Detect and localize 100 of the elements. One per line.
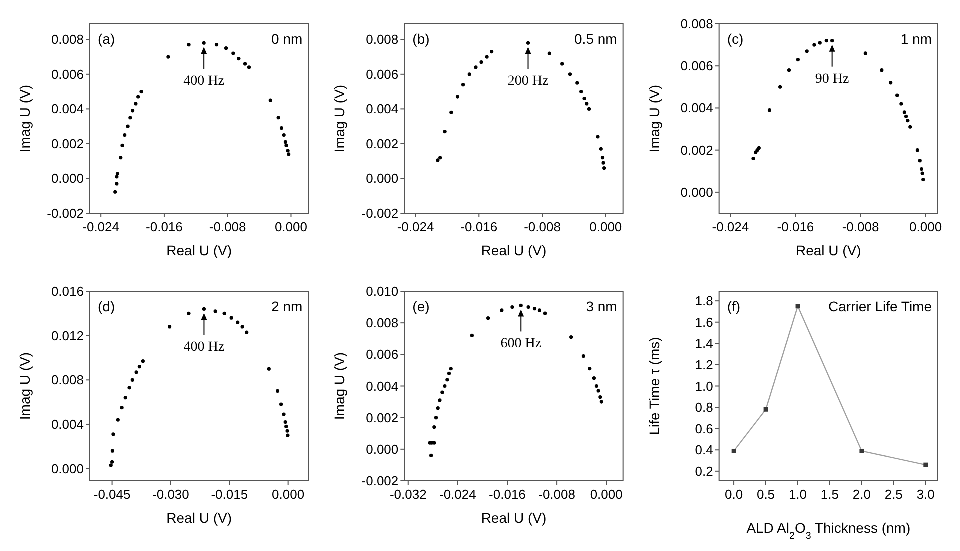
point bbox=[889, 81, 893, 85]
x-axis-title: Real U (V) bbox=[481, 242, 547, 258]
point bbox=[115, 175, 119, 179]
point bbox=[602, 161, 606, 165]
annotation: (b) bbox=[412, 31, 430, 47]
point bbox=[115, 182, 119, 186]
x-tick-label: -0.030 bbox=[152, 487, 190, 502]
point bbox=[824, 39, 828, 43]
x-axis-title: ALD Al$_{2}$O$_{3}$ Thickness (nm) bbox=[746, 520, 911, 542]
annotation: 400 Hz bbox=[184, 340, 225, 356]
point bbox=[600, 156, 605, 160]
point bbox=[432, 441, 436, 445]
point bbox=[470, 334, 474, 338]
x-tick-label: 0.5 bbox=[756, 487, 776, 502]
y-tick-label: 0.008 bbox=[366, 316, 399, 331]
x-axis-title: Real U (V) bbox=[796, 242, 862, 258]
point bbox=[480, 60, 484, 64]
y-tick-label: 0.002 bbox=[366, 136, 399, 152]
annotation: 0 nm bbox=[272, 31, 303, 47]
point bbox=[214, 310, 218, 314]
point bbox=[202, 307, 206, 312]
point bbox=[232, 52, 236, 56]
point bbox=[548, 52, 552, 56]
x-tick-label: -0.024 bbox=[82, 220, 120, 234]
y-tick-label: 0.004 bbox=[366, 102, 399, 117]
point bbox=[588, 367, 592, 371]
point bbox=[587, 107, 592, 111]
x-tick-label: 1.5 bbox=[820, 487, 839, 502]
x-tick-label: 0.0 bbox=[725, 487, 744, 502]
point bbox=[141, 360, 145, 364]
y-tick-label: 0.006 bbox=[366, 66, 399, 82]
annotation: (c) bbox=[727, 31, 744, 47]
point bbox=[116, 172, 120, 176]
point bbox=[140, 90, 144, 94]
point bbox=[461, 83, 466, 87]
y-tick-label: 1.6 bbox=[695, 314, 714, 330]
point bbox=[920, 172, 924, 176]
y-axis-title: Imag U (V) bbox=[646, 84, 662, 153]
point bbox=[752, 156, 756, 161]
x-tick-label: -0.008 bbox=[524, 220, 561, 234]
point bbox=[436, 158, 440, 162]
point bbox=[438, 398, 442, 402]
point bbox=[202, 41, 206, 45]
y-tick-label: 0.000 bbox=[51, 171, 84, 186]
point bbox=[538, 308, 542, 312]
annotation: 200 Hz bbox=[508, 74, 549, 90]
y-tick-label: 0.004 bbox=[366, 378, 399, 394]
annotation: 1 nm bbox=[900, 31, 932, 47]
x-tick-label: -0.024 bbox=[440, 487, 476, 502]
point bbox=[532, 307, 537, 311]
y-tick-label: 0.8 bbox=[695, 400, 714, 416]
point bbox=[596, 135, 600, 139]
point bbox=[230, 316, 234, 320]
point bbox=[284, 140, 288, 144]
point bbox=[130, 109, 135, 113]
point bbox=[594, 384, 598, 388]
point bbox=[600, 400, 604, 404]
point bbox=[268, 98, 272, 102]
y-tick-label: 1.8 bbox=[695, 294, 714, 309]
x-tick-label: -0.024 bbox=[712, 220, 750, 234]
point bbox=[136, 95, 140, 99]
x-tick-label: 0.000 bbox=[910, 220, 942, 234]
y-tick-label: 0.2 bbox=[695, 464, 714, 479]
x-tick-label: -0.024 bbox=[397, 220, 434, 234]
point bbox=[222, 312, 226, 316]
point bbox=[922, 178, 926, 182]
point bbox=[110, 449, 114, 453]
x-tick-label: -0.016 bbox=[460, 220, 498, 234]
y-tick-label: 0.000 bbox=[366, 171, 399, 186]
x-tick-label: 2.5 bbox=[884, 487, 903, 502]
annotation: 0.5 nm bbox=[574, 31, 618, 47]
point bbox=[236, 320, 240, 324]
point bbox=[116, 418, 120, 422]
y-tick-label: 0.006 bbox=[366, 347, 399, 362]
y-tick-label: -0.002 bbox=[362, 474, 399, 488]
x-axis-title: Real U (V) bbox=[166, 242, 232, 258]
annotation: 3 nm bbox=[586, 298, 618, 314]
point bbox=[123, 133, 127, 138]
annotation: (a) bbox=[98, 31, 116, 47]
point bbox=[805, 50, 809, 54]
point bbox=[485, 55, 489, 59]
y-axis-title: Imag U (V) bbox=[17, 84, 33, 153]
point bbox=[818, 41, 822, 45]
point bbox=[576, 81, 580, 85]
point bbox=[286, 429, 290, 433]
point bbox=[768, 108, 772, 112]
x-tick-label: 2.0 bbox=[852, 487, 871, 502]
point bbox=[474, 66, 478, 70]
point bbox=[440, 390, 444, 394]
y-tick-label: 0.002 bbox=[51, 136, 84, 152]
point bbox=[500, 308, 504, 312]
point bbox=[120, 144, 124, 148]
point bbox=[282, 412, 286, 416]
x-tick-label: -0.008 bbox=[538, 487, 576, 502]
x-tick-label: 3.0 bbox=[916, 487, 935, 502]
point bbox=[109, 464, 113, 468]
y-tick-label: 0.4 bbox=[695, 442, 714, 458]
x-tick-label: -0.016 bbox=[777, 220, 814, 234]
point bbox=[284, 424, 288, 428]
y-tick-label: 0.008 bbox=[680, 16, 714, 32]
